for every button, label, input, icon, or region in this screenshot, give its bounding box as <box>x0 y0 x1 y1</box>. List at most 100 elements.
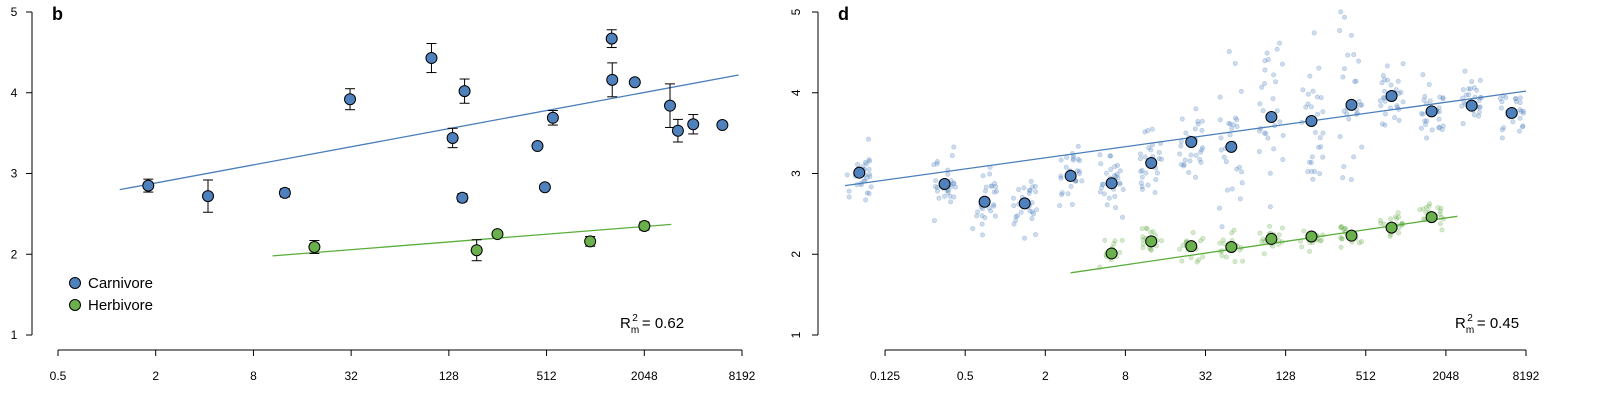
raw-point-carnivore <box>1312 130 1318 136</box>
raw-point-carnivore <box>1316 144 1322 150</box>
raw-point-carnivore <box>846 188 852 194</box>
raw-point-herbivore <box>1339 236 1345 242</box>
raw-point-carnivore <box>1232 115 1238 121</box>
raw-point-carnivore <box>1377 98 1383 104</box>
raw-point-carnivore <box>1378 103 1384 109</box>
x-tick-label: 2 <box>152 369 159 383</box>
raw-point-carnivore <box>1192 126 1198 132</box>
raw-point-carnivore <box>1517 107 1523 113</box>
panel-d: d 1 2 3 4 5 0.125 0.5 2 8 32 128 512 2048 8192 Rm2 = … <box>789 4 1540 383</box>
raw-point-carnivore <box>1318 95 1324 101</box>
raw-point-carnivore <box>1138 168 1144 174</box>
data-point-carnivore <box>664 99 677 112</box>
raw-point-carnivore <box>1021 185 1027 191</box>
legend-marker-herbivore <box>69 299 81 311</box>
raw-point-herbivore <box>1435 205 1441 211</box>
raw-point-carnivore <box>1517 100 1523 106</box>
raw-point-herbivore <box>1119 237 1125 243</box>
raw-point-carnivore <box>1307 159 1313 165</box>
raw-point-carnivore <box>1218 135 1224 141</box>
raw-point-carnivore <box>1315 111 1321 117</box>
raw-point-carnivore <box>863 197 869 203</box>
data-point-carnivore <box>605 32 618 45</box>
raw-point-carnivore <box>1382 111 1388 117</box>
raw-point-carnivore <box>1424 135 1430 141</box>
raw-point-carnivore <box>1346 116 1352 122</box>
raw-point-carnivore <box>1188 152 1194 158</box>
raw-point-carnivore <box>1385 77 1391 83</box>
raw-point-herbivore <box>1387 233 1393 239</box>
raw-point-carnivore <box>1237 196 1243 202</box>
raw-point-carnivore <box>1192 174 1198 180</box>
raw-point-carnivore <box>1016 187 1022 193</box>
raw-point-herbivore <box>1395 210 1401 216</box>
raw-point-carnivore <box>1033 189 1039 195</box>
raw-point-herbivore <box>1217 240 1223 246</box>
legend: Carnivore Herbivore <box>69 275 153 314</box>
raw-point-carnivore <box>1181 162 1187 168</box>
raw-point-herbivore <box>1117 249 1123 255</box>
raw-point-carnivore <box>1345 52 1351 58</box>
raw-point-carnivore <box>1260 108 1266 114</box>
r2-annotation-d: Rm2 = 0.45 <box>1455 313 1519 336</box>
raw-point-carnivore <box>866 171 872 177</box>
raw-point-carnivore <box>1384 63 1390 69</box>
raw-point-carnivore <box>1070 155 1076 161</box>
raw-point-carnivore <box>1388 82 1394 88</box>
raw-point-carnivore <box>1011 221 1017 227</box>
data-point-carnivore <box>344 93 357 106</box>
raw-point-carnivore <box>1310 176 1316 182</box>
raw-point-carnivore <box>1075 143 1081 149</box>
raw-point-herbivore <box>1279 225 1285 231</box>
raw-point-carnivore <box>1460 87 1466 93</box>
raw-point-carnivore <box>1277 40 1283 46</box>
raw-point-herbivore <box>1339 236 1345 242</box>
raw-point-herbivore <box>1240 258 1246 264</box>
raw-point-herbivore <box>1148 246 1154 252</box>
raw-point-carnivore <box>988 208 994 214</box>
raw-point-carnivore <box>1352 79 1358 85</box>
raw-point-carnivore <box>1227 121 1233 127</box>
raw-point-carnivore <box>1200 145 1206 151</box>
raw-point-herbivore <box>1338 244 1344 250</box>
raw-point-carnivore <box>1230 122 1236 128</box>
raw-point-carnivore <box>934 161 940 167</box>
data-point-carnivore <box>853 166 866 179</box>
raw-point-carnivore <box>1158 156 1164 162</box>
raw-point-carnivore <box>1317 135 1323 141</box>
data-point-carnivore <box>446 131 459 144</box>
raw-point-herbivore <box>1150 229 1156 235</box>
raw-point-carnivore <box>1467 86 1473 92</box>
data-point-carnivore <box>687 118 700 131</box>
raw-point-herbivore <box>1307 248 1313 254</box>
raw-point-carnivore <box>1075 156 1081 162</box>
data-point-carnivore <box>938 177 951 190</box>
raw-point-carnivore <box>1437 124 1443 130</box>
raw-point-carnivore <box>1027 208 1033 214</box>
raw-point-carnivore <box>1477 77 1483 83</box>
raw-point-carnivore <box>1013 214 1019 220</box>
raw-point-carnivore <box>1303 104 1309 110</box>
raw-point-carnivore <box>1436 105 1442 111</box>
raw-point-carnivore <box>980 232 986 238</box>
raw-point-carnivore <box>1145 182 1151 188</box>
raw-point-carnivore <box>1469 79 1475 85</box>
raw-point-carnivore <box>1499 135 1505 141</box>
x-tick-label: 32 <box>1199 369 1213 383</box>
x-tick-label: 128 <box>439 369 459 383</box>
raw-point-carnivore <box>1029 209 1035 215</box>
raw-point-herbivore <box>1158 238 1164 244</box>
raw-point-carnivore <box>1440 95 1446 101</box>
raw-point-carnivore <box>1513 99 1519 105</box>
raw-point-carnivore <box>1120 214 1126 220</box>
raw-point-carnivore <box>1356 98 1362 104</box>
raw-point-carnivore <box>1178 143 1184 149</box>
raw-point-carnivore <box>1074 168 1080 174</box>
raw-point-carnivore <box>1104 202 1110 208</box>
data-point-herbivore <box>491 228 504 241</box>
raw-point-carnivore <box>1341 164 1347 170</box>
data-point-carnivore <box>142 179 155 192</box>
data-point-carnivore <box>716 119 729 132</box>
raw-point-carnivore <box>1183 130 1189 136</box>
